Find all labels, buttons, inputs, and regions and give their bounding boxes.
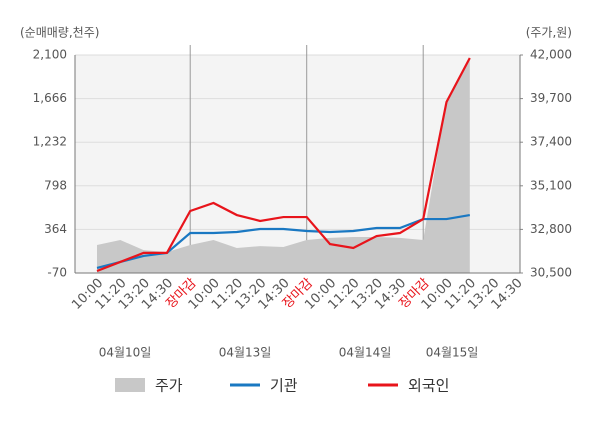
date-label: 04월14일 [339, 346, 392, 360]
y2-tick-label: 30,500 [530, 266, 572, 280]
legend-label: 주가 [155, 377, 183, 395]
date-label: 04월10일 [99, 346, 152, 360]
price-area [97, 58, 470, 273]
y2-tick-label: 42,000 [530, 48, 572, 62]
date-label: 04월15일 [426, 346, 479, 360]
y-tick-label: 1,666 [33, 91, 67, 105]
y-tick-label: 364 [44, 222, 67, 236]
y2-tick-label: 39,700 [530, 91, 572, 105]
y2-tick-label: 35,100 [530, 178, 572, 192]
y-tick-label: 2,100 [33, 48, 67, 62]
y-axis-label: (순매매량,천주) [20, 25, 99, 40]
y-tick-label: 1,232 [33, 135, 67, 149]
y-tick-label: -70 [47, 266, 67, 280]
series-line [96, 57, 471, 273]
legend-swatch [115, 378, 145, 392]
y2-axis-label: (주가,원) [526, 26, 572, 40]
y-tick-label: 798 [44, 178, 67, 192]
legend-label: 외국인 [408, 377, 449, 395]
legend-label: 기관 [270, 377, 298, 395]
date-label: 04월13일 [219, 346, 272, 360]
y2-tick-label: 32,800 [530, 222, 572, 236]
y2-tick-label: 37,400 [530, 135, 572, 149]
